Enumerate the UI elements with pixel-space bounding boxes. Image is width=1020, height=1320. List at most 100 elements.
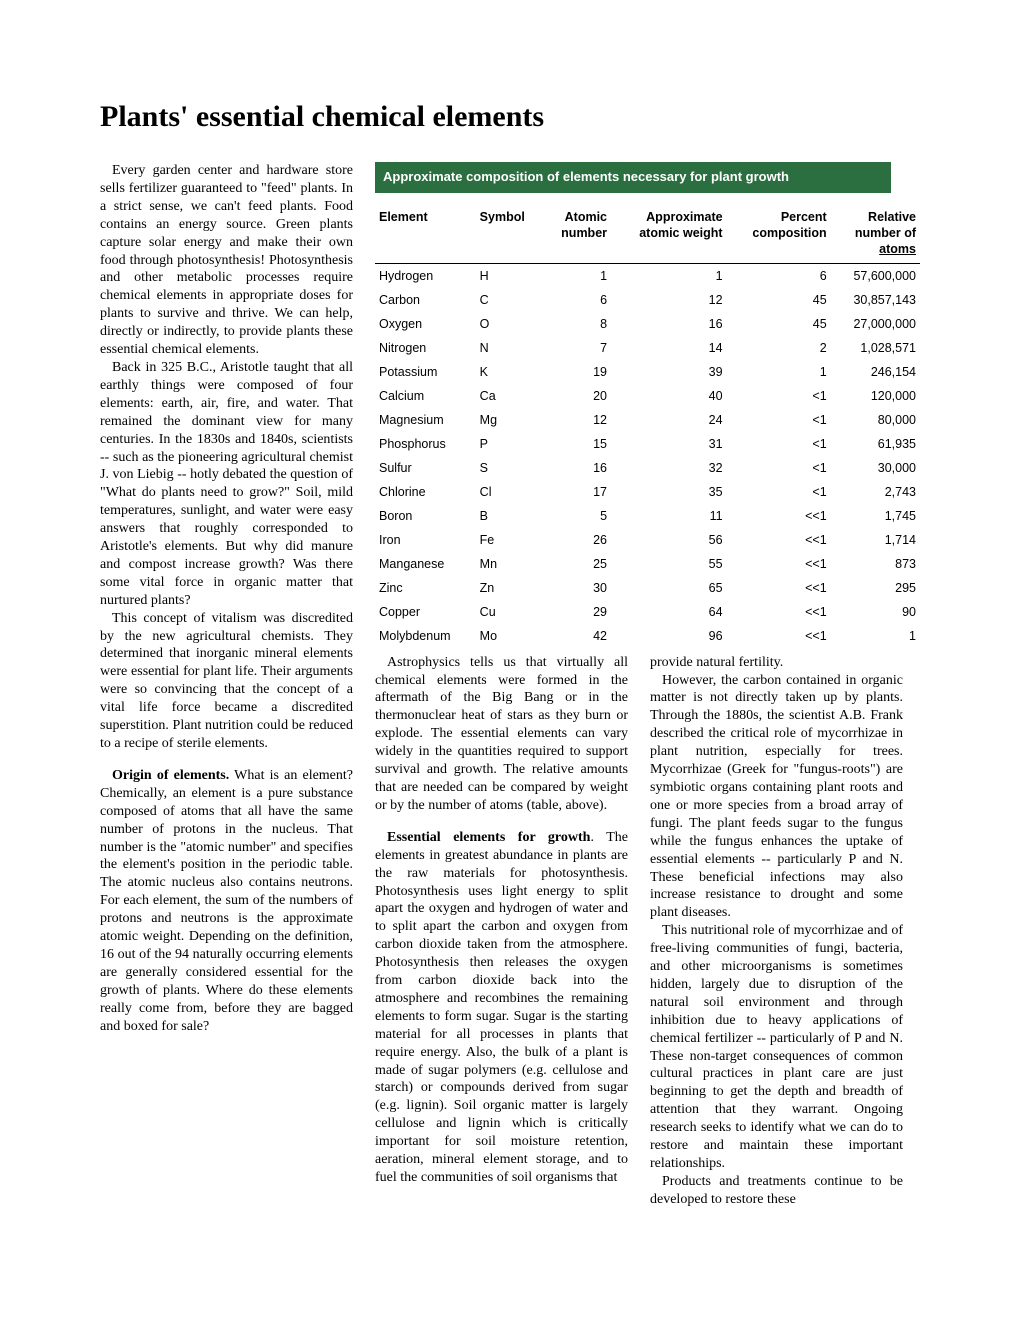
table-row: MagnesiumMg1224<180,000 xyxy=(375,408,920,432)
th-relative: Relative number of atoms xyxy=(831,203,920,264)
cell-atomic-weight: 11 xyxy=(611,504,727,528)
cell-element: Chlorine xyxy=(375,480,476,504)
top-row: Every garden center and hardware store s… xyxy=(100,162,920,1209)
spacer xyxy=(100,753,353,767)
cell-symbol: C xyxy=(476,288,543,312)
table-row: MolybdenumMo4296<<11 xyxy=(375,624,920,648)
cell-atomic-number: 5 xyxy=(543,504,611,528)
table-row: HydrogenH11657,600,000 xyxy=(375,263,920,288)
cell-atomic-weight: 56 xyxy=(611,528,727,552)
cell-symbol: Zn xyxy=(476,576,543,600)
para-4: Origin of elements. What is an element? … xyxy=(100,767,353,1036)
th-ra-l1: Relative xyxy=(868,210,916,224)
bottom-columns: Astrophysics tells us that virtually all… xyxy=(375,654,920,1209)
cell-atomic-weight: 96 xyxy=(611,624,727,648)
th-ra-l2: number of xyxy=(855,226,916,240)
cell-atomic-number: 20 xyxy=(543,384,611,408)
table-body: HydrogenH11657,600,000CarbonC6124530,857… xyxy=(375,263,920,648)
cell-percent: 2 xyxy=(727,336,831,360)
th-atomic-weight: Approximateatomic weight xyxy=(611,203,727,264)
table-header-row: Element Symbol Atomicnumber Approximatea… xyxy=(375,203,920,264)
para-7b: However, the carbon contained in organic… xyxy=(650,672,903,923)
cell-element: Carbon xyxy=(375,288,476,312)
table-row: ManganeseMn2555<<1873 xyxy=(375,552,920,576)
cell-symbol: B xyxy=(476,504,543,528)
cell-percent: <<1 xyxy=(727,528,831,552)
cell-percent: <<1 xyxy=(727,624,831,648)
cell-atomic-number: 42 xyxy=(543,624,611,648)
cell-percent: 45 xyxy=(727,288,831,312)
para-3: This concept of vitalism was discredited… xyxy=(100,610,353,753)
th-symbol: Symbol xyxy=(476,203,543,264)
elements-table: Element Symbol Atomicnumber Approximatea… xyxy=(375,203,920,648)
cell-element: Iron xyxy=(375,528,476,552)
table-row: IronFe2656<<11,714 xyxy=(375,528,920,552)
para-9: Products and treatments continue to be d… xyxy=(650,1173,903,1209)
cell-relative: 1 xyxy=(831,624,920,648)
th-ra-l3: atoms xyxy=(879,242,916,256)
para-8: This nutritional role of mycorrhizae and… xyxy=(650,922,903,1173)
cell-symbol: Mn xyxy=(476,552,543,576)
cell-atomic-weight: 65 xyxy=(611,576,727,600)
para-1: Every garden center and hardware store s… xyxy=(100,162,353,359)
table-row: BoronB511<<11,745 xyxy=(375,504,920,528)
para-6: Essential elements for growth. The eleme… xyxy=(375,829,628,1187)
cell-atomic-number: 1 xyxy=(543,263,611,288)
cell-atomic-weight: 40 xyxy=(611,384,727,408)
content: Every garden center and hardware store s… xyxy=(100,162,920,1209)
cell-atomic-number: 26 xyxy=(543,528,611,552)
cell-percent: <<1 xyxy=(727,552,831,576)
cell-atomic-number: 16 xyxy=(543,456,611,480)
right-block: Approximate composition of elements nece… xyxy=(375,162,920,1209)
cell-relative: 1,714 xyxy=(831,528,920,552)
cell-relative: 30,000 xyxy=(831,456,920,480)
cell-atomic-number: 12 xyxy=(543,408,611,432)
spacer xyxy=(375,815,628,829)
column-1: Every garden center and hardware store s… xyxy=(100,162,353,1209)
table-row: CalciumCa2040<1120,000 xyxy=(375,384,920,408)
table-row: PotassiumK19391246,154 xyxy=(375,360,920,384)
cell-symbol: Mo xyxy=(476,624,543,648)
cell-relative: 1,745 xyxy=(831,504,920,528)
cell-atomic-weight: 14 xyxy=(611,336,727,360)
cell-atomic-weight: 1 xyxy=(611,263,727,288)
cell-element: Phosphorus xyxy=(375,432,476,456)
cell-percent: <1 xyxy=(727,384,831,408)
cell-atomic-weight: 31 xyxy=(611,432,727,456)
th-pc-l2: composition xyxy=(752,226,826,240)
cell-symbol: H xyxy=(476,263,543,288)
cell-element: Magnesium xyxy=(375,408,476,432)
cell-symbol: O xyxy=(476,312,543,336)
cell-atomic-number: 25 xyxy=(543,552,611,576)
cell-relative: 2,743 xyxy=(831,480,920,504)
para-4-body: What is an element? Chemically, an eleme… xyxy=(100,768,353,1034)
cell-atomic-number: 15 xyxy=(543,432,611,456)
table-row: PhosphorusP1531<161,935 xyxy=(375,432,920,456)
cell-atomic-number: 17 xyxy=(543,480,611,504)
table-row: ChlorineCl1735<12,743 xyxy=(375,480,920,504)
cell-relative: 873 xyxy=(831,552,920,576)
cell-atomic-weight: 39 xyxy=(611,360,727,384)
para-6-body: . The elements in greatest abundance in … xyxy=(375,830,628,1185)
cell-symbol: Mg xyxy=(476,408,543,432)
cell-element: Sulfur xyxy=(375,456,476,480)
cell-element: Calcium xyxy=(375,384,476,408)
cell-element: Molybdenum xyxy=(375,624,476,648)
cell-element: Boron xyxy=(375,504,476,528)
cell-atomic-weight: 55 xyxy=(611,552,727,576)
cell-relative: 61,935 xyxy=(831,432,920,456)
cell-atomic-weight: 35 xyxy=(611,480,727,504)
cell-atomic-number: 29 xyxy=(543,600,611,624)
cell-element: Zinc xyxy=(375,576,476,600)
cell-relative: 295 xyxy=(831,576,920,600)
th-aw-l1: Approximate xyxy=(646,210,722,224)
cell-symbol: K xyxy=(476,360,543,384)
cell-percent: <1 xyxy=(727,480,831,504)
table-row: ZincZn3065<<1295 xyxy=(375,576,920,600)
cell-percent: 45 xyxy=(727,312,831,336)
th-an-l2: number xyxy=(561,226,607,240)
cell-element: Potassium xyxy=(375,360,476,384)
table-row: OxygenO8164527,000,000 xyxy=(375,312,920,336)
column-3: provide natural fertility. However, the … xyxy=(650,654,903,1209)
column-2: Astrophysics tells us that virtually all… xyxy=(375,654,628,1209)
